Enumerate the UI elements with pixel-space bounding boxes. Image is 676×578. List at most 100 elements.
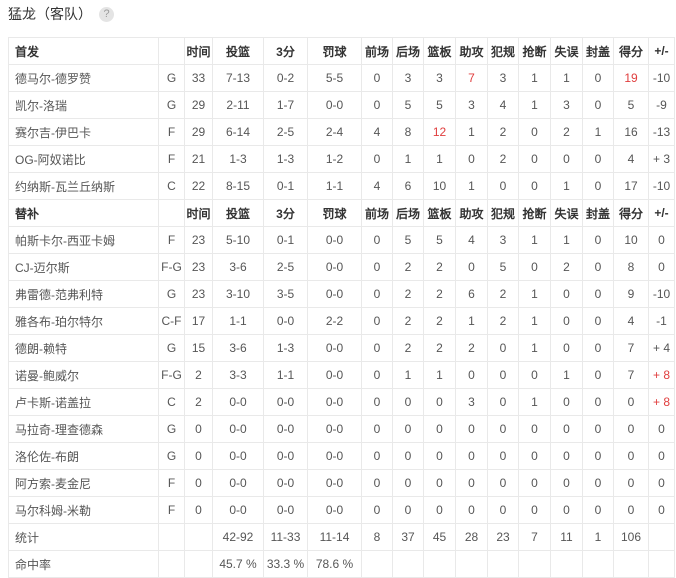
stat-cell: 1 (550, 172, 583, 200)
player-name-cell: 马尔科姆-米勒 (8, 496, 159, 524)
stat-cell: 0 (550, 469, 583, 497)
player-name-cell: 雅各布-珀尔特尔 (8, 307, 159, 335)
player-name-cell: 德马尔-德罗赞 (8, 64, 159, 92)
stat-cell: 2 (392, 307, 424, 335)
column-header-cell: 抢断 (518, 37, 551, 65)
stat-cell: 0-0 (263, 469, 308, 497)
stat-cell: 5 (613, 91, 649, 119)
stat-cell: 2 (455, 334, 488, 362)
player-row: 弗雷德-范弗利特 G 23 3-10 3-5 0-0 0 2 2 6 2 1 0 0 9 -10 (8, 280, 675, 308)
stat-cell: 0 (184, 496, 213, 524)
stat-cell: 0 (582, 172, 614, 200)
stat-cell: 0-2 (263, 64, 308, 92)
player-name-cell: 赛尔吉-伊巴卡 (8, 118, 159, 146)
stat-cell: 0 (582, 145, 614, 173)
stat-cell: -1 (648, 307, 675, 335)
stat-cell: 3-6 (212, 253, 264, 281)
stat-cell: 0 (361, 91, 393, 119)
stat-cell: 0 (582, 442, 614, 470)
stat-cell: 0 (613, 469, 649, 497)
stat-cell: 11-14 (307, 523, 362, 551)
stat-cell: 0 (648, 469, 675, 497)
stat-cell: 7-13 (212, 64, 264, 92)
stat-cell: 0-0 (263, 496, 308, 524)
column-header-cell: 投篮 (212, 37, 264, 65)
stat-cell: 0 (582, 280, 614, 308)
stat-cell: 1-1 (212, 307, 264, 335)
stat-cell: 0 (487, 415, 519, 443)
stat-cell: 0 (455, 361, 488, 389)
stat-cell: 3 (487, 64, 519, 92)
page-header: 猛龙（客队） ? (0, 0, 676, 37)
column-header-cell: 时间 (184, 199, 213, 227)
stat-cell: 1 (550, 361, 583, 389)
player-row: 马拉奇-理查德森 G 0 0-0 0-0 0-0 0 0 0 0 0 0 0 0 0 0 (8, 415, 675, 443)
stat-cell: 2 (423, 334, 456, 362)
stat-cell: 0 (184, 469, 213, 497)
stat-cell: 0 (361, 334, 393, 362)
help-icon[interactable]: ? (99, 7, 114, 22)
stat-cell: 0-0 (212, 496, 264, 524)
stat-cell: 7 (455, 64, 488, 92)
section-header-row: 首发 时间 投篮 3分 罚球 前场 后场 篮板 助攻 犯规 抢断 失误 封盖 得分 +/- (8, 37, 675, 65)
column-header-cell: +/- (648, 199, 675, 227)
stat-cell: 0 (550, 280, 583, 308)
stat-cell: 0 (423, 469, 456, 497)
stat-cell: 1-3 (212, 145, 264, 173)
player-row: 德马尔-德罗赞 G 33 7-13 0-2 5-5 0 3 3 7 3 1 1 0 19 -10 (8, 64, 675, 92)
stat-cell: 0 (518, 496, 551, 524)
stat-cell: 2 (487, 118, 519, 146)
stat-cell: 0 (582, 307, 614, 335)
position-cell: F (158, 145, 185, 173)
player-row: 德朗-赖特 G 15 3-6 1-3 0-0 0 2 2 2 0 1 0 0 7 + 4 (8, 334, 675, 362)
stat-cell: 1-1 (263, 361, 308, 389)
stat-cell: 0 (582, 253, 614, 281)
stat-cell: 4 (361, 118, 393, 146)
player-name-cell: CJ-迈尔斯 (8, 253, 159, 281)
stat-cell: 0 (361, 64, 393, 92)
stat-cell: 10 (423, 172, 456, 200)
stat-cell: 0 (518, 415, 551, 443)
stat-cell: 2 (392, 334, 424, 362)
stat-cell: 8 (392, 118, 424, 146)
stat-cell: 0-0 (307, 442, 362, 470)
stat-cell: 0 (518, 442, 551, 470)
stat-cell: 0 (361, 361, 393, 389)
player-name-cell: 德朗-赖特 (8, 334, 159, 362)
stat-cell: 0 (423, 415, 456, 443)
stat-cell: 0 (361, 307, 393, 335)
stat-cell: 0 (582, 469, 614, 497)
stat-cell: 2-2 (307, 307, 362, 335)
column-header-cell: 篮板 (423, 37, 456, 65)
stat-cell: -10 (648, 64, 675, 92)
stat-cell: -10 (648, 172, 675, 200)
stat-cell: 0 (518, 361, 551, 389)
stat-cell: 8-15 (212, 172, 264, 200)
stat-cell: 0-0 (212, 388, 264, 416)
stat-cell: 0 (392, 442, 424, 470)
stat-cell: 1-2 (307, 145, 362, 173)
stat-cell: 1 (455, 118, 488, 146)
stat-cell: 0 (613, 415, 649, 443)
player-row: 洛伦佐-布朗 G 0 0-0 0-0 0-0 0 0 0 0 0 0 0 0 0 0 (8, 442, 675, 470)
section-label-cell: 替补 (8, 199, 159, 227)
column-header-cell: 3分 (263, 199, 308, 227)
stat-cell: 23 (184, 253, 213, 281)
position-cell: G (158, 91, 185, 119)
stat-cell: 0 (613, 388, 649, 416)
stat-cell: + 3 (648, 145, 675, 173)
stat-cell: 0 (361, 226, 393, 254)
stat-cell: 0-0 (263, 388, 308, 416)
column-header-cell: +/- (648, 37, 675, 65)
stat-cell: 2 (550, 118, 583, 146)
stat-cell: 5 (392, 226, 424, 254)
stat-cell: 0 (582, 415, 614, 443)
stat-cell: 7 (518, 523, 551, 551)
section-header-row: 替补 时间 投篮 3分 罚球 前场 后场 篮板 助攻 犯规 抢断 失误 封盖 得分 +/- (8, 199, 675, 227)
stat-cell: 0 (648, 442, 675, 470)
stat-cell: 2 (423, 307, 456, 335)
stat-cell: 11 (550, 523, 583, 551)
stat-cell: 0-0 (307, 415, 362, 443)
stat-cell: 2-11 (212, 91, 264, 119)
stat-cell: 0 (582, 388, 614, 416)
